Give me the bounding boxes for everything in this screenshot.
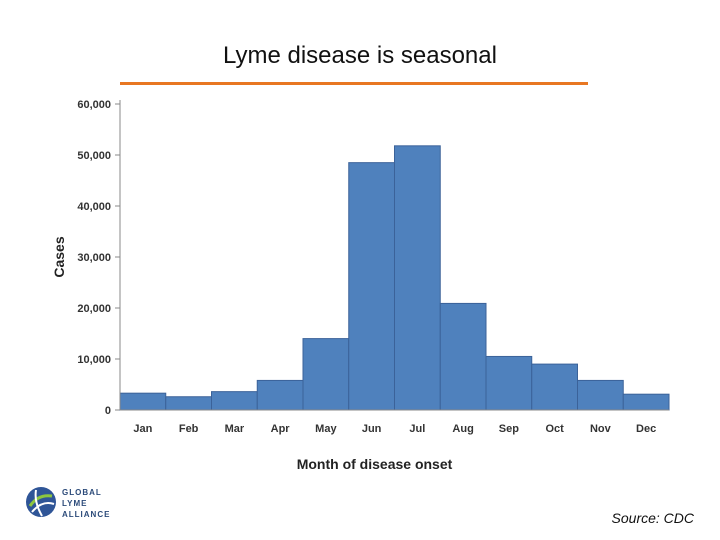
x-tick-label: Sep	[499, 423, 519, 435]
logo-mark-icon	[26, 487, 56, 517]
bar-jun	[348, 162, 395, 411]
bar-aug	[439, 302, 487, 411]
x-tick-label: Apr	[271, 423, 291, 435]
logo-wordmark: GLOBAL LYME ALLIANCE	[62, 487, 110, 520]
global-lyme-alliance-logo: GLOBAL LYME ALLIANCE	[24, 484, 154, 524]
logo-line-2: LYME	[62, 499, 88, 508]
x-tick-label: Mar	[225, 423, 245, 435]
y-tick-label: 60,000	[77, 99, 111, 111]
chart-area: 0 10,000 20,000 30,000 40,000 50,000 60,000 Ja…	[48, 88, 696, 480]
title-underline	[120, 82, 588, 85]
bar-jul	[394, 145, 441, 411]
bar-dec	[622, 393, 670, 411]
x-tick-label: Dec	[636, 423, 656, 435]
x-tick-label: Feb	[179, 423, 199, 435]
x-tick-label: Aug	[452, 423, 473, 435]
y-tick-label: 10,000	[77, 354, 111, 366]
bar-feb	[165, 396, 212, 411]
bar-nov	[577, 379, 624, 411]
x-tick-label: May	[315, 423, 337, 435]
x-tick-label: Jun	[362, 423, 382, 435]
cases-by-month-chart: 0 10,000 20,000 30,000 40,000 50,000 60,000 Ja…	[51, 99, 670, 472]
y-tick-label: 40,000	[77, 201, 111, 213]
y-tick-label: 0	[105, 405, 111, 417]
y-tick-label: 50,000	[77, 150, 111, 162]
y-tick-label: 30,000	[77, 252, 111, 264]
bar-mar	[211, 391, 258, 411]
x-tick-label: Nov	[590, 423, 612, 435]
bar-may	[302, 338, 350, 411]
y-axis-title: Cases	[51, 236, 67, 277]
bar-jan	[119, 392, 167, 411]
y-tick-label: 20,000	[77, 303, 111, 315]
bar-apr	[256, 379, 304, 411]
source-credit: Source: CDC	[611, 510, 694, 526]
bar-oct	[531, 363, 578, 411]
logo-line-3: ALLIANCE	[62, 510, 111, 519]
bar-sep	[485, 355, 533, 411]
slide-title: Lyme disease is seasonal	[223, 42, 497, 69]
logo-line-1: GLOBAL	[62, 488, 102, 497]
x-tick-label: Jan	[133, 423, 152, 435]
x-tick-label: Oct	[545, 423, 564, 435]
x-axis-title: Month of disease onset	[297, 456, 453, 472]
x-tick-label: Jul	[409, 423, 425, 435]
